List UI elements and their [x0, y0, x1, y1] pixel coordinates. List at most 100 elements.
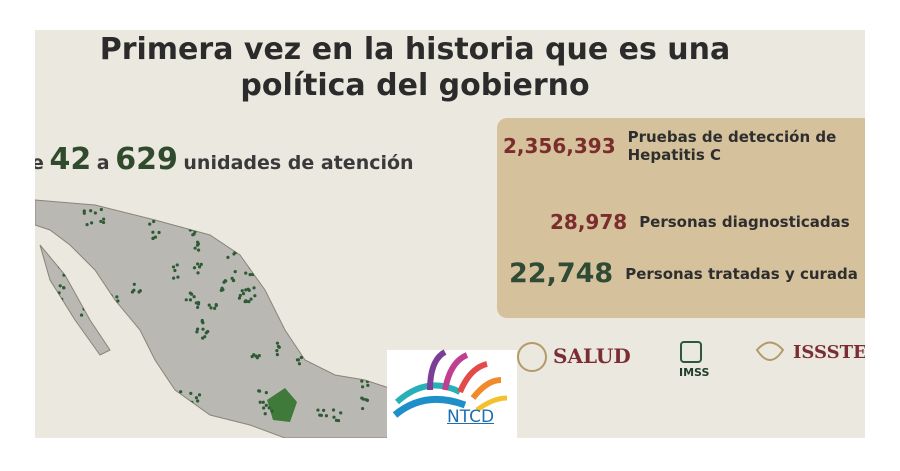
map-dot [114, 332, 118, 336]
map-highlight [267, 388, 297, 422]
map-dot [249, 297, 253, 301]
map [35, 199, 517, 438]
map-dot [355, 216, 359, 220]
map-dot [188, 298, 193, 302]
slide: Primera vez en la historia que es una po… [35, 30, 865, 438]
map-dot [261, 400, 265, 404]
units-prefix: e [35, 152, 44, 174]
map-dot [263, 412, 267, 416]
map-dot [360, 220, 364, 224]
units-line: e 42 a 629 unidades de atención [35, 142, 414, 177]
map-dot [85, 276, 89, 280]
units-from: 42 [49, 142, 92, 177]
map-dot [99, 207, 103, 212]
map-dot [334, 282, 338, 286]
map-dot [297, 362, 302, 366]
map-dot [277, 284, 281, 288]
map-dot [248, 262, 252, 266]
map-dot [324, 414, 329, 418]
map-dot [364, 344, 368, 348]
map-dot [120, 334, 124, 339]
stat-label: Pruebas de detección de Hepatitis C [627, 128, 837, 164]
map-dot [62, 267, 66, 271]
logo-issste: ISSSTE [793, 342, 865, 363]
map-dot [357, 324, 361, 328]
map-dot [171, 390, 176, 395]
map-dot [209, 219, 213, 223]
map-dot [262, 224, 266, 228]
map-dot [76, 281, 80, 285]
stat-row: 22,748 Personas tratadas y curada [509, 258, 858, 289]
map-dot [316, 408, 320, 412]
map-dot [226, 255, 230, 259]
map-dot [197, 393, 202, 397]
map-dot [200, 318, 204, 323]
map-shape [35, 199, 426, 438]
map-dot [352, 274, 357, 278]
map-dot [197, 265, 202, 269]
map-dot [194, 396, 199, 400]
map-dot [196, 399, 200, 403]
map-dot [62, 286, 66, 290]
stat-value: 2,356,393 [503, 134, 616, 158]
map-dot [95, 379, 99, 384]
map-dot [358, 270, 362, 274]
map-dot [361, 397, 365, 401]
map-dot [91, 270, 95, 274]
watermark-text: NTCD [447, 407, 495, 427]
map-dot [237, 296, 242, 300]
map-dot [364, 247, 368, 252]
map-dot [184, 298, 188, 302]
map-dot [277, 280, 282, 284]
map-dot [247, 237, 251, 241]
map-dot [331, 408, 336, 412]
map-dot [99, 219, 103, 224]
map-dot [361, 406, 365, 411]
map-dot [148, 222, 152, 226]
map-dot [195, 423, 199, 427]
map-dot [267, 406, 271, 410]
map-dot [360, 279, 364, 283]
map-dot [157, 230, 161, 235]
map-dot [361, 385, 365, 389]
map-dot [78, 286, 82, 290]
map-dot [295, 358, 300, 362]
map-dot [201, 327, 205, 331]
map-dot [244, 235, 248, 239]
map-dot [357, 286, 362, 290]
logo-salud: SALUD [553, 344, 631, 368]
map-dot [42, 318, 46, 322]
map-dot [281, 283, 286, 287]
map-dot [79, 274, 83, 278]
map-dot [136, 380, 140, 385]
map-dot [58, 284, 62, 288]
map-dot [336, 418, 341, 423]
map-dot [193, 246, 197, 250]
map-dot [356, 277, 360, 282]
map-dot [275, 349, 279, 353]
map-dot [39, 312, 43, 317]
map-dot [357, 281, 362, 285]
map-dot [357, 218, 361, 222]
map-dot [112, 302, 116, 306]
map-dot [357, 280, 361, 285]
map-dot [176, 399, 180, 404]
map-dot [224, 279, 228, 283]
map-dot [360, 226, 365, 230]
map-dot [303, 352, 307, 357]
map-dot [257, 389, 261, 393]
map-dot [365, 398, 370, 403]
map-dot [194, 419, 198, 423]
map-dot [156, 213, 160, 217]
map-dot [252, 286, 256, 290]
map-dot [82, 302, 86, 307]
map-dot [172, 276, 176, 280]
stat-label: Personas tratadas y curada [625, 264, 858, 283]
map-dot [248, 226, 252, 230]
map-dot [204, 224, 208, 228]
map-dot [264, 403, 268, 407]
map-dot [358, 327, 362, 331]
map-dot [305, 266, 309, 271]
map-dot [84, 284, 88, 288]
map-dot [91, 278, 95, 282]
